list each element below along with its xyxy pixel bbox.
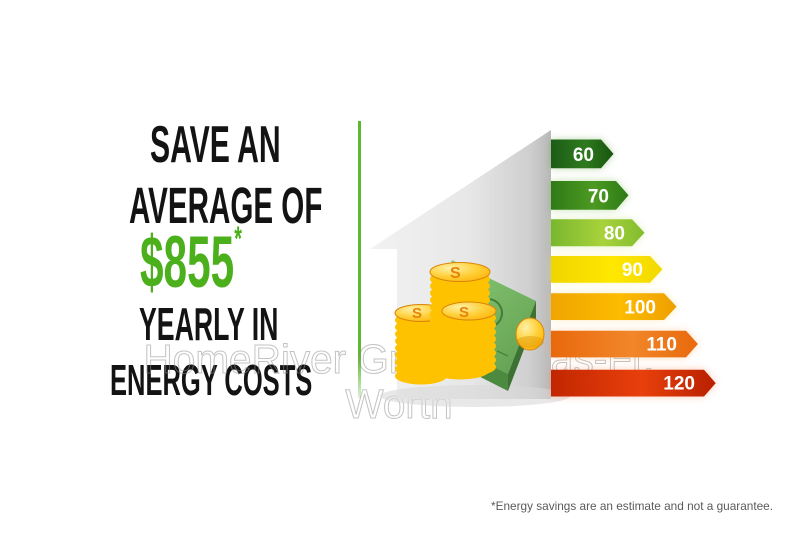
- svg-text:80: 80: [604, 224, 625, 245]
- svg-text:90: 90: [622, 260, 643, 281]
- svg-text:110: 110: [646, 335, 677, 356]
- svg-text:120: 120: [663, 374, 695, 395]
- svg-text:60: 60: [573, 145, 594, 166]
- svg-text:70: 70: [588, 187, 609, 208]
- svg-text:100: 100: [624, 298, 656, 319]
